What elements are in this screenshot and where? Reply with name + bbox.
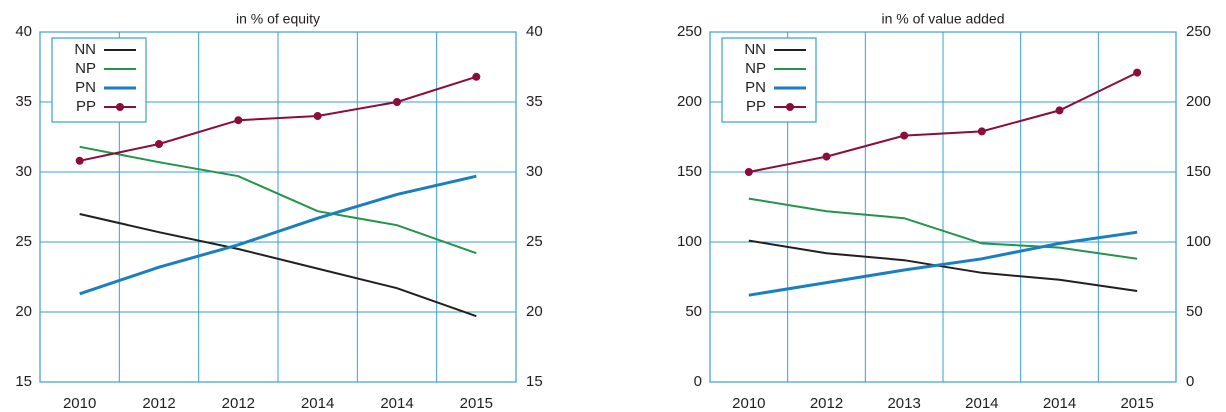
y2-tick-label: 200 [1186,93,1211,110]
series-marker [900,131,909,140]
series-marker [313,112,322,120]
x-tick-label: 2015 [460,395,493,412]
legend-label: PN [75,79,96,96]
y-tick-label: 20 [15,303,32,320]
series-line [748,239,1138,292]
y-tick-label: 250 [677,23,702,40]
y-tick-label: 0 [694,373,702,390]
series-marker [75,156,84,165]
y2-tick-label: 50 [1186,303,1203,320]
series-marker [1055,106,1064,115]
series-line [79,145,477,255]
y-tick-label: 30 [15,163,32,180]
legend-label: NN [74,41,96,58]
legend-label: PP [76,98,96,115]
x-tick-label: 2010 [732,395,765,412]
legend-marker [786,103,794,111]
series-marker [393,98,401,106]
y2-tick-label: 150 [1186,163,1211,180]
y-tick-label: 40 [15,23,32,40]
series-marker [977,127,986,136]
y2-tick-label: 35 [526,93,543,110]
x-tick-label: 2015 [1120,395,1153,412]
y2-tick-label: 0 [1186,373,1194,390]
y-tick-label: 15 [15,373,32,390]
series-line [748,71,1138,173]
plot-frame [39,31,517,383]
y2-tick-label: 30 [526,163,543,180]
y2-tick-label: 100 [1186,233,1211,250]
y2-tick-label: 20 [526,303,543,320]
series-marker [744,168,753,176]
series-marker [155,140,163,148]
y-tick-label: 200 [677,93,702,110]
y2-tick-label: 250 [1186,23,1211,40]
x-tick-label: 2012 [142,395,175,412]
legend-label: NN [744,41,766,58]
legend-label: NP [745,60,766,77]
x-tick-label: 2013 [887,395,920,412]
x-tick-label: 2014 [965,395,998,412]
x-tick-label: 2010 [63,395,96,412]
series-line [79,75,477,162]
series-marker [234,116,243,125]
legend-label: PP [746,98,766,115]
series-line [748,230,1138,297]
y2-tick-label: 40 [526,23,543,40]
y-tick-label: 25 [15,233,32,250]
legend-label: PN [745,79,766,96]
y-tick-label: 50 [685,303,702,320]
y2-tick-label: 25 [526,233,543,250]
y-tick-label: 35 [15,93,32,110]
x-tick-label: 2012 [810,395,843,412]
x-tick-label: 2012 [222,395,255,412]
y-tick-label: 100 [677,233,702,250]
plot-frame [709,31,1177,383]
series-marker [822,152,831,161]
series-marker [472,72,481,81]
x-tick-label: 2014 [1043,395,1076,412]
series-line [748,197,1138,260]
y2-tick-label: 15 [526,373,543,390]
series-line [79,174,477,296]
legend-marker [116,103,124,111]
x-tick-label: 2014 [380,395,413,412]
y-tick-label: 150 [677,163,702,180]
series-line [79,213,477,318]
legend-label: NP [75,60,96,77]
subtitle: in % of equity [236,11,320,27]
series-marker [1133,68,1142,77]
subtitle: in % of value added [882,11,1005,27]
x-tick-label: 2014 [301,395,334,412]
